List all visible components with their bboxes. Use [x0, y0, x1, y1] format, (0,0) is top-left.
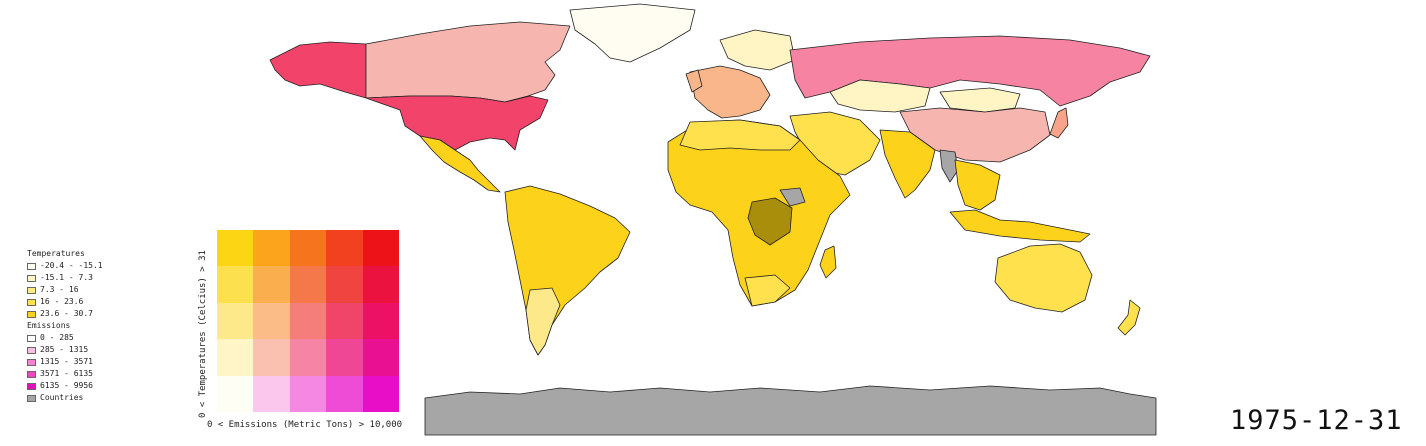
bivariate-x-axis-label: 0 < Emissions (Metric Tons) > 10,000	[207, 420, 403, 430]
legend-swatch	[27, 394, 36, 402]
date-label: 1975-12-31	[1230, 405, 1403, 436]
bivariate-cell	[326, 339, 363, 376]
country-south-africa	[744, 274, 791, 307]
bivariate-cell	[217, 375, 254, 412]
emission-legend-item: 1315 - 3571	[27, 356, 103, 368]
country-myanmar	[939, 149, 959, 183]
bivariate-cell	[362, 302, 399, 340]
bivariate-cell	[253, 230, 290, 267]
country-argentina	[525, 287, 561, 356]
bivariate-cell	[253, 339, 290, 376]
emissions-legend-title: Emissions	[27, 321, 71, 330]
temperature-legend-item: 16 - 23.6	[27, 296, 103, 308]
bivariate-cell	[289, 302, 327, 340]
bivariate-cell	[326, 375, 363, 412]
bivariate-cell	[253, 302, 290, 340]
region-southeast-asia	[954, 159, 1001, 211]
country-antarctica	[424, 385, 1157, 436]
legend-swatch	[27, 310, 36, 318]
region-western-europe	[689, 65, 771, 119]
country-south-sudan	[779, 187, 806, 207]
legend-swatch	[27, 346, 36, 354]
country-new-zealand	[1117, 299, 1141, 336]
temperature-legend-item: -20.4 - -15.1	[27, 260, 103, 272]
legend-swatch	[27, 358, 36, 366]
legend-swatch	[27, 274, 36, 282]
bivariate-cell	[217, 266, 254, 303]
temperature-legend-item: 7.3 - 16	[27, 284, 103, 296]
bivariate-cell	[326, 302, 363, 340]
bivariate-cell	[362, 375, 399, 412]
country-mongolia	[939, 87, 1021, 113]
bivariate-cell	[217, 230, 254, 267]
emission-legend-item: 285 - 1315	[27, 344, 103, 356]
country-australia	[994, 243, 1093, 313]
countries-legend-item: Countries	[27, 392, 103, 404]
country-greenland	[569, 3, 696, 63]
map-legend: Temperatures -20.4 - -15.1 -15.1 - 7.3 7…	[27, 248, 103, 404]
country-india	[879, 129, 936, 199]
legend-swatch	[27, 334, 36, 342]
region-south-america	[504, 185, 631, 356]
country-mexico	[419, 135, 501, 193]
legend-swatch	[27, 298, 36, 306]
country-kazakhstan	[829, 79, 931, 113]
bivariate-color-grid	[217, 230, 399, 412]
legend-swatch	[27, 286, 36, 294]
legend-swatch	[27, 262, 36, 270]
country-japan	[1049, 107, 1069, 139]
bivariate-cell	[289, 375, 327, 412]
country-alaska	[269, 41, 367, 99]
country-usa	[365, 95, 549, 151]
legend-swatch	[27, 382, 36, 390]
bivariate-cell	[289, 266, 327, 303]
bivariate-cell	[217, 302, 254, 340]
country-madagascar	[819, 245, 837, 279]
bivariate-cell	[362, 266, 399, 303]
bivariate-cell	[289, 339, 327, 376]
temperature-legend-item: -15.1 - 7.3	[27, 272, 103, 284]
bivariate-cell	[362, 230, 399, 267]
bivariate-cell	[253, 266, 290, 303]
bivariate-cell	[253, 375, 290, 412]
region-scandinavia	[719, 29, 796, 71]
temperature-legend-item: 23.6 - 30.7	[27, 308, 103, 320]
bivariate-cell	[326, 266, 363, 303]
region-indonesia	[949, 209, 1091, 243]
bivariate-cell	[362, 339, 399, 376]
emission-legend-item: 6135 - 9956	[27, 380, 103, 392]
bivariate-y-axis-label: 0 < Temperatures (Celcius) > 31	[198, 250, 208, 418]
temperatures-legend-title: Temperatures	[27, 249, 85, 258]
legend-swatch	[27, 370, 36, 378]
emission-legend-item: 3571 - 6135	[27, 368, 103, 380]
bivariate-cell	[326, 230, 363, 267]
country-canada	[365, 21, 571, 103]
country-dr-congo	[747, 197, 793, 246]
emission-legend-item: 0 - 285	[27, 332, 103, 344]
region-north-africa	[679, 119, 801, 151]
bivariate-cell	[289, 230, 327, 267]
bivariate-cell	[217, 339, 254, 376]
country-uk	[685, 69, 703, 93]
